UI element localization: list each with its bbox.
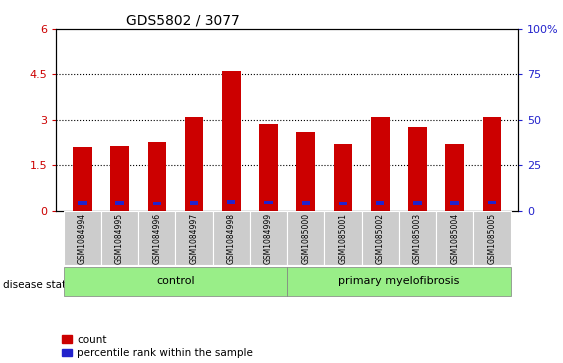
Text: disease state ▶: disease state ▶ xyxy=(3,280,83,290)
Bar xyxy=(78,201,87,205)
Text: GDS5802 / 3077: GDS5802 / 3077 xyxy=(126,14,239,28)
FancyBboxPatch shape xyxy=(361,211,399,265)
Bar xyxy=(259,124,278,211)
FancyBboxPatch shape xyxy=(64,211,101,265)
Text: GSM1085003: GSM1085003 xyxy=(413,213,422,264)
Text: GSM1085005: GSM1085005 xyxy=(488,213,497,264)
Bar xyxy=(110,146,129,211)
Bar xyxy=(339,202,347,205)
Text: GSM1084999: GSM1084999 xyxy=(264,213,273,264)
Bar xyxy=(488,200,496,204)
Bar xyxy=(408,127,427,211)
Bar xyxy=(73,147,92,211)
Text: GSM1085002: GSM1085002 xyxy=(376,213,385,264)
Bar xyxy=(227,200,235,204)
Bar xyxy=(153,202,161,205)
FancyBboxPatch shape xyxy=(64,266,287,296)
Text: GSM1084996: GSM1084996 xyxy=(153,213,162,264)
Bar xyxy=(302,201,310,205)
Legend: count, percentile rank within the sample: count, percentile rank within the sample xyxy=(61,335,253,358)
Bar xyxy=(222,72,240,211)
Bar xyxy=(264,201,272,204)
Text: GSM1084994: GSM1084994 xyxy=(78,213,87,264)
Text: GSM1084995: GSM1084995 xyxy=(115,213,124,264)
Text: GSM1084997: GSM1084997 xyxy=(190,213,199,264)
Bar xyxy=(185,117,203,211)
Bar xyxy=(148,143,166,211)
FancyBboxPatch shape xyxy=(324,211,361,265)
FancyBboxPatch shape xyxy=(436,211,473,265)
Bar xyxy=(334,144,352,211)
FancyBboxPatch shape xyxy=(287,211,324,265)
FancyBboxPatch shape xyxy=(138,211,176,265)
Text: primary myelofibrosis: primary myelofibrosis xyxy=(338,276,459,286)
FancyBboxPatch shape xyxy=(176,211,213,265)
Text: GSM1085004: GSM1085004 xyxy=(450,213,459,264)
Bar xyxy=(450,201,459,205)
Text: GSM1084998: GSM1084998 xyxy=(227,213,236,264)
Bar xyxy=(482,117,501,211)
Bar xyxy=(376,201,385,205)
FancyBboxPatch shape xyxy=(101,211,138,265)
Bar xyxy=(371,117,390,211)
Bar xyxy=(190,201,198,205)
FancyBboxPatch shape xyxy=(399,211,436,265)
FancyBboxPatch shape xyxy=(213,211,250,265)
Text: GSM1085000: GSM1085000 xyxy=(301,213,310,264)
Bar xyxy=(297,132,315,211)
Text: control: control xyxy=(156,276,195,286)
Bar xyxy=(413,201,422,205)
FancyBboxPatch shape xyxy=(473,211,511,265)
FancyBboxPatch shape xyxy=(250,211,287,265)
Text: GSM1085001: GSM1085001 xyxy=(338,213,347,264)
Bar xyxy=(445,144,464,211)
Bar xyxy=(115,201,124,205)
FancyBboxPatch shape xyxy=(287,266,511,296)
